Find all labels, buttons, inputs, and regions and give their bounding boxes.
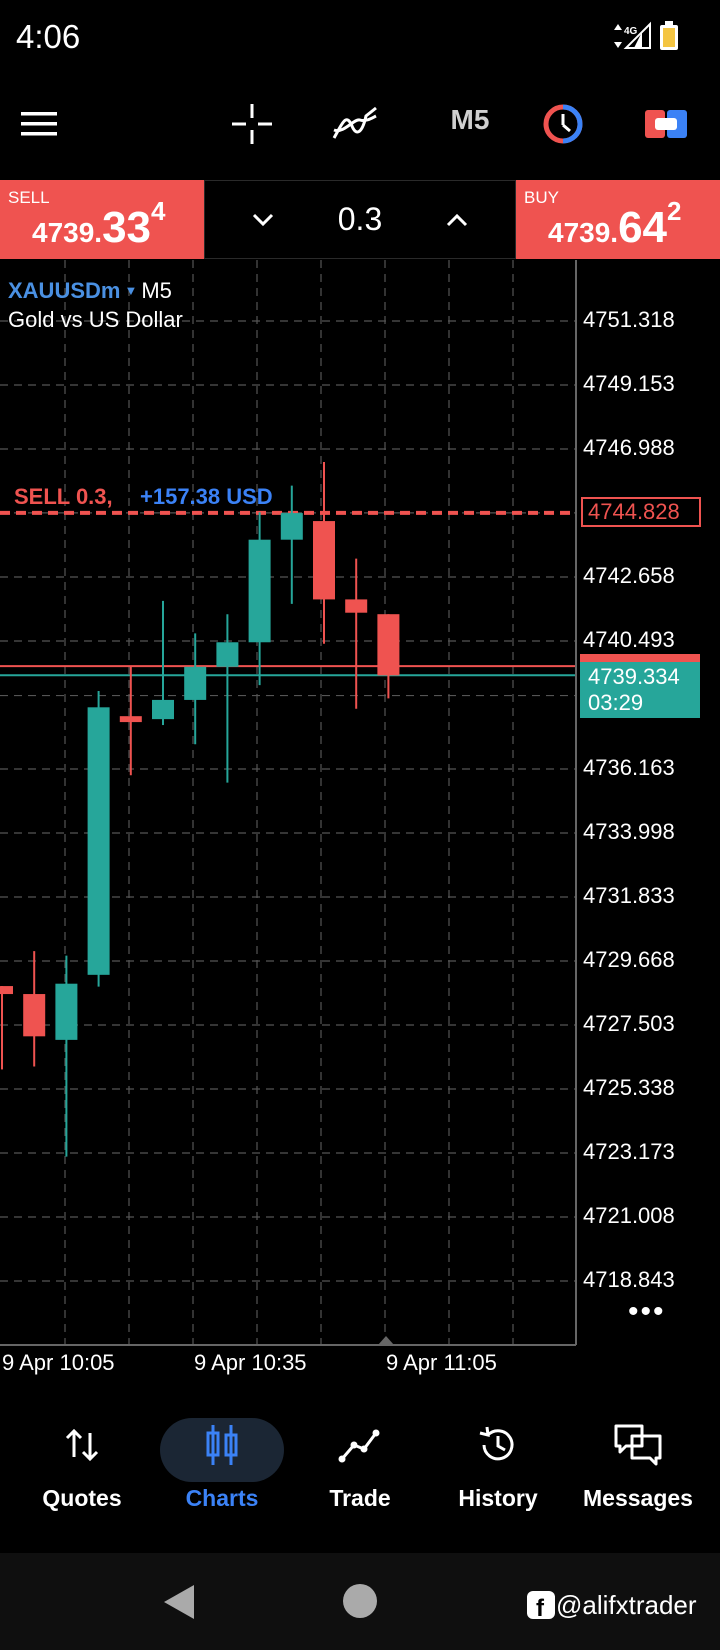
indicators-button[interactable] xyxy=(330,100,380,148)
bar-countdown: 03:29 xyxy=(588,690,644,715)
nav-trade-label: Trade xyxy=(329,1485,391,1511)
buy-price: 4739.642 xyxy=(548,196,682,252)
candle-body xyxy=(23,994,46,1037)
candle-body xyxy=(119,716,142,723)
symbol-description: Gold vs US Dollar xyxy=(8,307,183,332)
time-axis-tick: 9 Apr 11:05 xyxy=(386,1350,497,1375)
candle-body xyxy=(55,983,78,1040)
chart-grid xyxy=(0,260,576,1345)
price-axis-tick: 4727.503 xyxy=(583,1011,675,1036)
active-nav-highlight xyxy=(160,1418,284,1482)
charts-candles-icon xyxy=(206,1425,238,1465)
quotes-arrows-icon xyxy=(65,1428,99,1462)
network-type: 4G xyxy=(624,26,638,37)
sell-button[interactable]: SELL 4739.334 xyxy=(0,180,204,259)
price-axis-tick: 4723.173 xyxy=(583,1139,675,1164)
price-axis-tick: 4751.318 xyxy=(583,307,675,332)
more-options-icon[interactable]: ••• xyxy=(628,1295,666,1328)
candle-body xyxy=(377,614,400,676)
trade-toggle-icon xyxy=(645,110,687,138)
history-clock-icon xyxy=(479,1426,514,1461)
symbol-name[interactable]: XAUUSDm xyxy=(8,278,121,303)
status-time: 4:06 xyxy=(16,18,81,55)
price-axis-tick: 4733.998 xyxy=(583,819,675,844)
trade-line-icon xyxy=(338,1429,380,1463)
time-axis-tick: 9 Apr 10:35 xyxy=(194,1350,307,1375)
watermark: f @alifxtrader xyxy=(526,1590,697,1622)
candle-body xyxy=(345,599,368,613)
nav-charts[interactable]: Charts xyxy=(150,1415,294,1525)
nav-charts-label: Charts xyxy=(185,1485,259,1511)
volume-increase-icon[interactable] xyxy=(445,208,469,232)
nav-messages[interactable]: Messages xyxy=(566,1415,710,1525)
sell-label: SELL xyxy=(8,188,50,207)
system-navigation-bar xyxy=(0,1553,720,1650)
nav-quotes-label: Quotes xyxy=(42,1485,122,1511)
nav-quotes[interactable]: Quotes xyxy=(10,1415,154,1525)
indicators-icon xyxy=(332,106,377,139)
candle-body xyxy=(87,707,110,975)
nav-history-label: History xyxy=(458,1485,538,1511)
symbol-selector[interactable]: XAUUSDm ▼ M5 xyxy=(8,278,172,304)
menu-button[interactable] xyxy=(20,100,60,148)
price-chart[interactable] xyxy=(0,260,720,1350)
nav-messages-label: Messages xyxy=(583,1485,693,1511)
nav-history[interactable]: History xyxy=(426,1415,570,1525)
candle-body xyxy=(280,513,303,540)
candle-body xyxy=(216,642,239,667)
signal-icon: 4G xyxy=(614,21,651,49)
time-axis-tick: 9 Apr 10:05 xyxy=(2,1350,115,1375)
buy-button[interactable]: BUY 4739.642 xyxy=(516,180,720,259)
candle-body xyxy=(184,666,207,700)
price-axis-tick: 4721.008 xyxy=(583,1203,675,1228)
chart-hlines xyxy=(0,510,576,677)
bid-price-tag: 4739.334 03:29 xyxy=(580,662,700,718)
candle-body xyxy=(248,539,271,643)
price-axis-tick: 4718.843 xyxy=(583,1267,675,1292)
watermark-text: @alifxtrader xyxy=(556,1590,697,1620)
candle-body xyxy=(313,521,335,600)
volume-input[interactable]: 0.3 xyxy=(337,201,383,237)
nav-trade[interactable]: Trade xyxy=(288,1415,432,1525)
timeframe-button[interactable]: M5 xyxy=(450,104,490,135)
battery-icon xyxy=(660,21,678,50)
candle-body xyxy=(0,986,13,995)
bid-price: 4739.334 xyxy=(588,664,680,689)
volume-decrease-icon[interactable] xyxy=(251,208,275,232)
price-axis-tick: 4725.338 xyxy=(583,1075,675,1100)
candle-body xyxy=(152,699,174,720)
price-axis-tick: 4736.163 xyxy=(583,755,675,780)
chart-timeframe: M5 xyxy=(141,278,172,303)
caret-down-icon: ▼ xyxy=(124,283,138,298)
price-axis-tick: 4731.833 xyxy=(583,883,675,908)
hamburger-icon xyxy=(21,112,57,136)
crosshair-button[interactable] xyxy=(230,100,274,148)
time-axis-marker xyxy=(378,1336,394,1345)
price-axis-tick: 4749.153 xyxy=(583,371,675,396)
facebook-icon: f xyxy=(527,1591,555,1622)
candles xyxy=(0,461,400,1157)
sell-price: 4739.334 xyxy=(32,196,166,252)
price-axis-tick: 4742.658 xyxy=(583,563,675,588)
status-icons: 4G xyxy=(612,20,680,52)
back-triangle-icon[interactable] xyxy=(162,1583,196,1621)
objects-button[interactable] xyxy=(540,100,586,148)
clock-objects-icon xyxy=(543,104,583,144)
buy-label: BUY xyxy=(524,188,559,207)
svg-text:f: f xyxy=(536,1595,545,1620)
ask-price-tag xyxy=(580,654,700,664)
price-axis-tick: 4746.988 xyxy=(583,435,675,460)
volume-control: 0.3 xyxy=(204,180,516,259)
price-axis-tick: 4740.493 xyxy=(583,627,675,652)
trade-price-tag: 4744.828 xyxy=(581,497,701,527)
messages-chat-icon xyxy=(614,1424,662,1466)
trade-line-label[interactable]: SELL 0.3, xyxy=(14,484,113,509)
trade-toggle-button[interactable] xyxy=(644,100,688,148)
price-axis-tick: 4729.668 xyxy=(583,947,675,972)
home-circle-icon[interactable] xyxy=(342,1583,378,1619)
crosshair-icon xyxy=(232,104,272,144)
trade-line-profit: +157.38 USD xyxy=(140,484,273,509)
